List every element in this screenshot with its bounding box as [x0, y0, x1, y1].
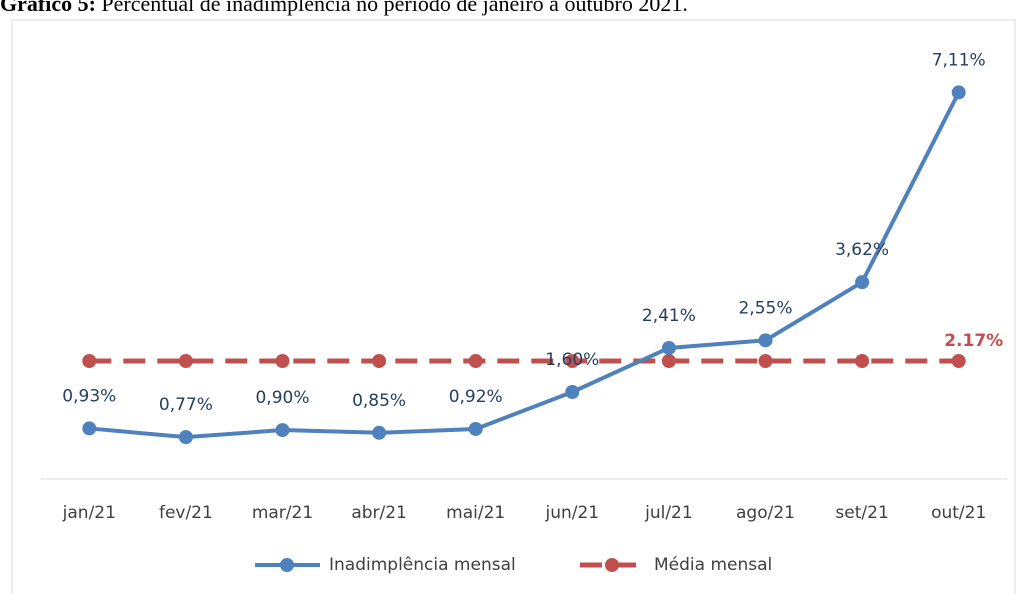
series-line: [89, 91, 961, 440]
data-point: [951, 354, 966, 369]
data-point: [565, 385, 580, 399]
x-tick-label: out/21: [931, 503, 986, 523]
data-point: [178, 354, 193, 369]
data-point: [661, 354, 676, 369]
value-label: 0,90%: [255, 388, 309, 408]
value-label: 2,55%: [738, 298, 792, 318]
value-label: 0,77%: [159, 395, 213, 415]
x-tick-label: mar/21: [252, 503, 313, 523]
data-point: [758, 333, 773, 348]
value-label: 0,93%: [62, 386, 116, 406]
legend-label: Média mensal: [654, 555, 772, 575]
data-point: [855, 354, 870, 369]
data-point: [372, 425, 387, 440]
data-point: [82, 421, 97, 436]
data-point: [951, 85, 966, 100]
data-point: [855, 275, 870, 290]
x-tick-label: jan/21: [62, 503, 116, 523]
data-point: [275, 423, 290, 438]
data-point: [82, 354, 97, 369]
legend-marker: [605, 558, 619, 572]
data-point: [758, 354, 773, 369]
data-point: [661, 340, 676, 355]
x-tick-label: jul/21: [644, 503, 693, 523]
data-point: [372, 354, 387, 369]
value-label: 0,92%: [449, 387, 503, 407]
data-point: [468, 421, 483, 436]
title-label: Gráfico 5:: [0, 0, 96, 16]
chart-frame: [11, 19, 1016, 594]
x-tick-label: abr/21: [351, 503, 407, 523]
x-tick-label: ago/21: [736, 503, 795, 523]
data-point: [565, 354, 580, 369]
x-tick-label: fev/21: [159, 503, 213, 523]
data-point: [275, 354, 290, 369]
value-label: 2,41%: [642, 306, 696, 326]
value-label: 7,11%: [932, 50, 986, 70]
chart-title: Gráfico 5: Percentual de inadimplência n…: [0, 0, 688, 16]
x-tick-label: set/21: [835, 503, 888, 523]
value-label: 0,85%: [352, 391, 406, 411]
data-point: [468, 354, 483, 369]
x-tick-label: jun/21: [544, 503, 599, 523]
value-label: 3,62%: [835, 240, 889, 260]
legend-label: Inadimplência mensal: [329, 555, 516, 575]
value-label: 2.17%: [944, 331, 1003, 351]
value-label: 1,60%: [545, 350, 599, 370]
title-text: Percentual de inadimplência no período d…: [101, 0, 687, 16]
x-tick-label: mai/21: [446, 503, 505, 523]
legend-marker: [280, 558, 294, 572]
data-point: [178, 430, 193, 445]
